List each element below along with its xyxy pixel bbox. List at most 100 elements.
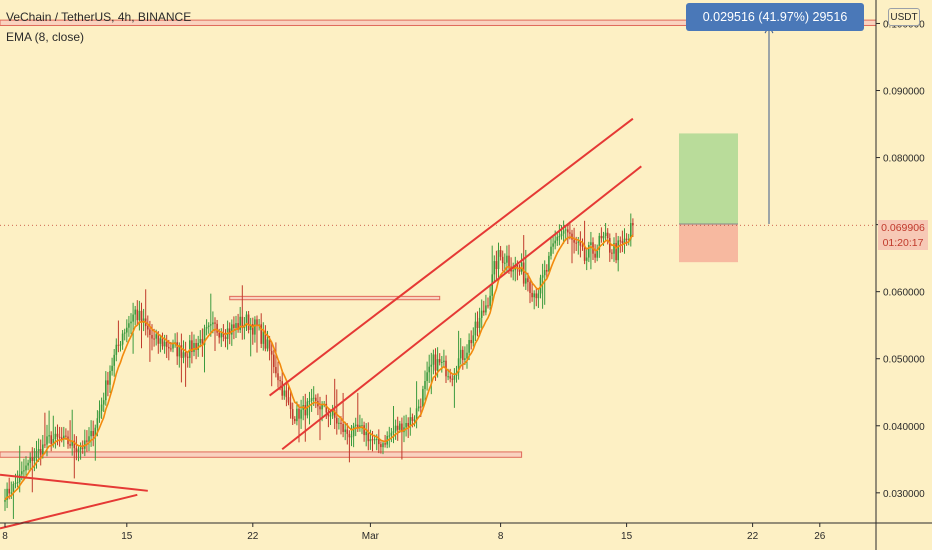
candle[interactable] bbox=[260, 324, 262, 344]
candle[interactable] bbox=[493, 261, 496, 275]
candle[interactable] bbox=[564, 229, 567, 231]
candle[interactable] bbox=[102, 400, 105, 405]
candle[interactable] bbox=[224, 336, 227, 339]
candle[interactable] bbox=[541, 275, 544, 278]
candle[interactable] bbox=[195, 343, 197, 350]
candle[interactable] bbox=[218, 332, 220, 338]
candle[interactable] bbox=[90, 430, 92, 437]
candle[interactable] bbox=[298, 408, 300, 419]
candle[interactable] bbox=[201, 338, 204, 345]
candle[interactable] bbox=[371, 439, 374, 441]
candle[interactable] bbox=[14, 482, 17, 485]
candle[interactable] bbox=[485, 305, 487, 313]
candle[interactable] bbox=[331, 410, 334, 416]
candle[interactable] bbox=[291, 409, 294, 419]
candle[interactable] bbox=[546, 270, 548, 272]
candle[interactable] bbox=[33, 457, 36, 462]
candle[interactable] bbox=[180, 345, 183, 358]
candle[interactable] bbox=[239, 316, 241, 331]
candle[interactable] bbox=[420, 406, 422, 408]
candle[interactable] bbox=[430, 364, 433, 367]
candle[interactable] bbox=[54, 433, 57, 440]
candle[interactable] bbox=[422, 389, 424, 407]
candle[interactable] bbox=[117, 344, 120, 346]
candle[interactable] bbox=[10, 492, 13, 494]
candle[interactable] bbox=[109, 370, 111, 385]
candle[interactable] bbox=[531, 292, 533, 298]
candle[interactable] bbox=[525, 278, 527, 284]
candle[interactable] bbox=[602, 235, 605, 239]
candle[interactable] bbox=[508, 255, 510, 267]
candle[interactable] bbox=[75, 448, 78, 452]
candle[interactable] bbox=[205, 326, 208, 329]
candle[interactable] bbox=[462, 349, 464, 360]
candle[interactable] bbox=[254, 319, 256, 335]
candle[interactable] bbox=[113, 354, 115, 366]
candle[interactable] bbox=[262, 331, 265, 344]
candle[interactable] bbox=[6, 488, 8, 500]
candle[interactable] bbox=[92, 430, 94, 437]
candle[interactable] bbox=[193, 343, 195, 352]
candle[interactable] bbox=[130, 321, 132, 324]
candle[interactable] bbox=[60, 437, 63, 440]
channel-lower-line[interactable] bbox=[281, 165, 642, 451]
candle[interactable] bbox=[548, 255, 550, 272]
candle[interactable] bbox=[432, 354, 435, 365]
candle[interactable] bbox=[583, 245, 586, 261]
candle[interactable] bbox=[329, 415, 332, 417]
candle[interactable] bbox=[207, 325, 210, 327]
candle[interactable] bbox=[625, 238, 628, 240]
candle[interactable] bbox=[567, 229, 569, 233]
candle[interactable] bbox=[590, 242, 592, 245]
candle[interactable] bbox=[140, 310, 143, 323]
candle[interactable] bbox=[396, 425, 399, 430]
candle[interactable] bbox=[344, 429, 346, 432]
candle[interactable] bbox=[596, 249, 598, 258]
candle[interactable] bbox=[380, 444, 382, 448]
candle[interactable] bbox=[468, 340, 470, 353]
candle[interactable] bbox=[378, 438, 380, 445]
candle[interactable] bbox=[119, 344, 122, 346]
candle[interactable] bbox=[369, 439, 372, 442]
candle[interactable] bbox=[336, 417, 338, 424]
candle[interactable] bbox=[35, 451, 38, 458]
candle[interactable] bbox=[159, 338, 162, 344]
candle[interactable] bbox=[594, 253, 596, 258]
candle[interactable] bbox=[170, 348, 172, 350]
candle[interactable] bbox=[58, 436, 61, 438]
candle[interactable] bbox=[252, 324, 254, 335]
candle[interactable] bbox=[604, 232, 607, 236]
candle[interactable] bbox=[308, 400, 311, 402]
candle[interactable] bbox=[611, 252, 613, 254]
candle[interactable] bbox=[182, 352, 185, 358]
candle[interactable] bbox=[270, 350, 273, 355]
candle[interactable] bbox=[107, 380, 109, 385]
candle[interactable] bbox=[512, 270, 514, 272]
candle[interactable] bbox=[426, 372, 428, 382]
candle[interactable] bbox=[363, 425, 365, 436]
candle[interactable] bbox=[390, 432, 393, 436]
candle[interactable] bbox=[69, 444, 71, 446]
candle[interactable] bbox=[172, 342, 174, 349]
candle[interactable] bbox=[29, 457, 31, 463]
candle[interactable] bbox=[464, 358, 466, 360]
candle[interactable] bbox=[632, 223, 634, 226]
candle[interactable] bbox=[348, 433, 351, 438]
candle[interactable] bbox=[575, 242, 577, 244]
candle[interactable] bbox=[321, 404, 323, 410]
candle[interactable] bbox=[237, 323, 239, 331]
candle[interactable] bbox=[277, 373, 279, 381]
candle[interactable] bbox=[319, 406, 321, 410]
candle[interactable] bbox=[285, 390, 288, 398]
candle[interactable] bbox=[98, 411, 101, 419]
candle[interactable] bbox=[245, 314, 248, 325]
candle[interactable] bbox=[436, 359, 439, 371]
candle[interactable] bbox=[123, 332, 126, 334]
indicator-legend[interactable]: EMA (8, close) bbox=[6, 30, 85, 44]
candle[interactable] bbox=[296, 408, 298, 422]
candle[interactable] bbox=[56, 433, 59, 437]
candle[interactable] bbox=[111, 365, 113, 371]
candle[interactable] bbox=[325, 403, 328, 413]
candle[interactable] bbox=[241, 316, 244, 329]
